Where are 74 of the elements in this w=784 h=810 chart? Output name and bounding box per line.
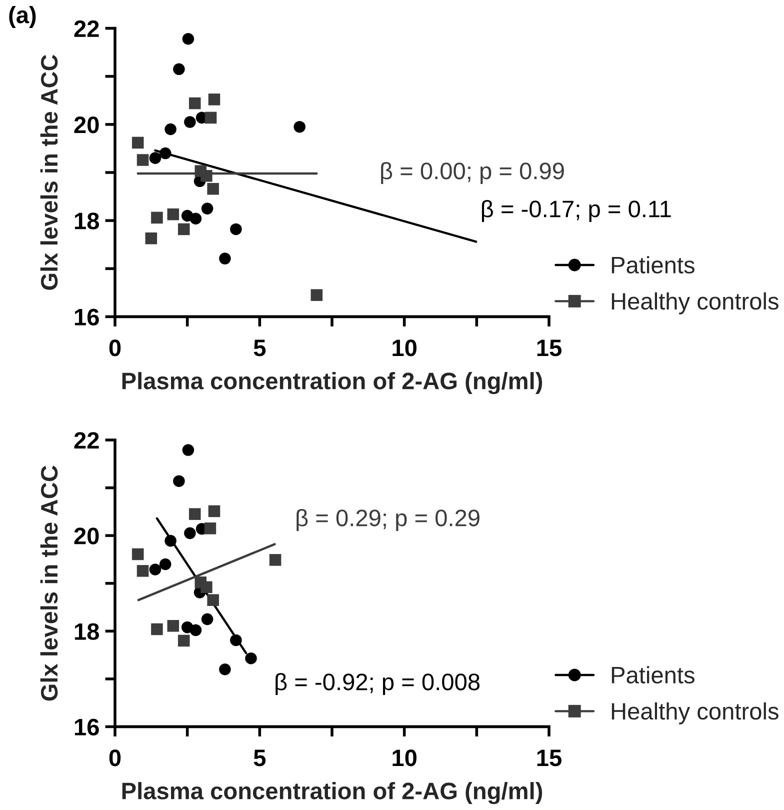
x-tick-label: 0 bbox=[109, 750, 121, 766]
annotation: β = -0.17; p = 0.11 bbox=[482, 200, 671, 222]
x-tick-label: 5 bbox=[254, 340, 266, 356]
point bbox=[201, 202, 214, 214]
x-axis-title: Plasma concentration of 2-AG (ng/ml) bbox=[122, 782, 542, 804]
legend-label: Healthy controls bbox=[612, 702, 778, 724]
x-tick-label: 15 bbox=[537, 750, 562, 766]
x-axis-title: Plasma concentration of 2-AG (ng/ml) bbox=[122, 372, 542, 394]
point bbox=[204, 522, 216, 534]
point bbox=[151, 212, 163, 224]
y-tick-label: 18 bbox=[74, 623, 99, 640]
point bbox=[159, 558, 172, 570]
point bbox=[201, 613, 214, 626]
x-tick-label: 15 bbox=[537, 340, 562, 356]
point bbox=[132, 136, 144, 149]
point bbox=[136, 565, 149, 577]
point bbox=[188, 97, 201, 110]
point bbox=[149, 152, 162, 164]
point bbox=[310, 289, 323, 301]
legend-label: Healthy controls bbox=[612, 292, 778, 314]
point bbox=[207, 182, 219, 195]
annotation: β = 0.29; p = 0.29 bbox=[296, 508, 480, 532]
point bbox=[151, 623, 163, 636]
point bbox=[200, 581, 212, 594]
y-tick-label: 20 bbox=[74, 528, 99, 544]
annotation: β = -0.92; p = 0.008 bbox=[276, 672, 480, 696]
point bbox=[207, 594, 219, 606]
point bbox=[182, 444, 194, 456]
y-tick-label: 22 bbox=[74, 20, 99, 37]
point bbox=[178, 634, 190, 647]
y-axis-title: Glx levels in the ACC bbox=[40, 466, 58, 701]
point bbox=[188, 508, 201, 520]
point bbox=[208, 505, 220, 518]
point bbox=[294, 120, 306, 133]
x-tick-label: 10 bbox=[392, 340, 416, 356]
point bbox=[208, 94, 220, 106]
y-tick-label: 20 bbox=[74, 116, 99, 134]
point bbox=[204, 112, 217, 124]
point bbox=[159, 147, 172, 160]
y-tick-label: 16 bbox=[74, 718, 99, 736]
point bbox=[167, 620, 180, 632]
point bbox=[182, 32, 194, 45]
y-tick-label: 18 bbox=[74, 212, 99, 230]
point bbox=[219, 663, 231, 676]
y-tick-label: 22 bbox=[74, 432, 99, 449]
point bbox=[230, 634, 242, 646]
point bbox=[230, 223, 242, 236]
point bbox=[190, 212, 202, 225]
x-tick-label: 10 bbox=[392, 750, 416, 766]
point bbox=[136, 154, 149, 166]
point bbox=[132, 548, 144, 560]
point bbox=[167, 208, 180, 220]
point bbox=[173, 475, 185, 487]
point bbox=[219, 252, 231, 264]
point bbox=[269, 554, 282, 566]
legend-label: Patients bbox=[612, 256, 694, 274]
y-tick-label: 16 bbox=[74, 308, 99, 326]
point bbox=[149, 564, 162, 576]
annotation: β = 0.00; p = 0.99 bbox=[381, 162, 564, 184]
point bbox=[145, 232, 158, 244]
point bbox=[173, 63, 185, 76]
point bbox=[164, 123, 176, 136]
point bbox=[184, 116, 196, 128]
legend-label: Patients bbox=[612, 666, 694, 684]
x-tick-label: 5 bbox=[254, 750, 266, 766]
point bbox=[200, 170, 212, 182]
text: (a) bbox=[9, 6, 36, 28]
point bbox=[245, 652, 257, 664]
point bbox=[164, 534, 176, 547]
point bbox=[190, 624, 202, 636]
point bbox=[184, 527, 196, 540]
point bbox=[178, 223, 190, 236]
x-tick-label: 0 bbox=[109, 340, 121, 356]
y-axis-title: Glx levels in the ACC bbox=[40, 54, 58, 290]
